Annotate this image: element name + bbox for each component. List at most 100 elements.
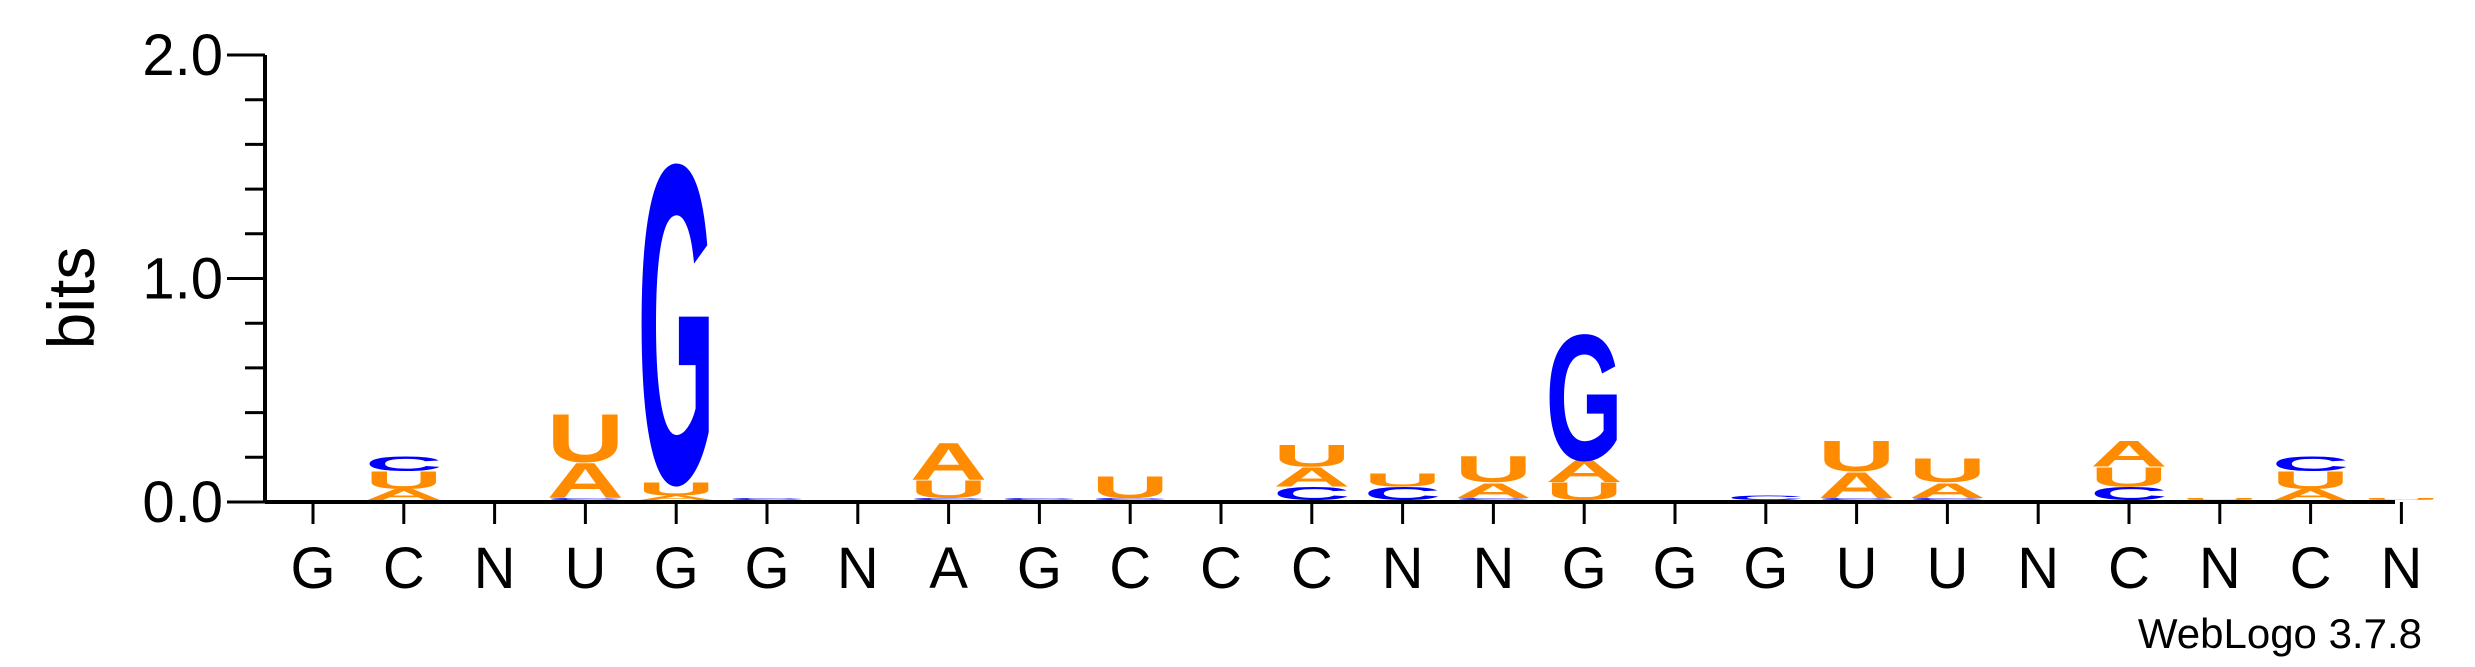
svg-text:A: A xyxy=(365,486,442,503)
logo-letter-c: C xyxy=(547,497,624,500)
svg-text:A: A xyxy=(547,453,624,509)
svg-text:U: U xyxy=(1455,449,1532,491)
logo-letter-c: C xyxy=(365,452,442,476)
logo-letter-a: A xyxy=(1273,461,1350,492)
logo-letter-a: A xyxy=(365,486,442,503)
svg-text:A: A xyxy=(1909,478,1986,502)
svg-text:U: U xyxy=(2090,461,2167,492)
logo-letter-u: U xyxy=(638,479,715,500)
svg-text:U: U xyxy=(1273,438,1350,473)
logo-letter-g: G xyxy=(1546,296,1623,498)
logo-letter-a: A xyxy=(910,433,987,492)
svg-text:C: C xyxy=(365,452,442,476)
logo-letter-c: C xyxy=(2090,484,2167,505)
logo-letter-c: C xyxy=(1001,497,1078,500)
x-tick-label: N xyxy=(2017,536,2059,601)
logo-letter-c: C xyxy=(1909,497,1986,500)
x-tick-label: N xyxy=(837,536,879,601)
svg-text:U: U xyxy=(910,476,987,503)
logo-letter-u: U xyxy=(1364,470,1441,491)
logo-letter-a: A xyxy=(638,494,715,501)
svg-text:U: U xyxy=(2181,497,2258,500)
y-axis-label: bits xyxy=(34,247,108,350)
svg-text:A: A xyxy=(1455,478,1532,502)
x-tick-label: G xyxy=(654,536,699,601)
x-tick-label: G xyxy=(744,536,789,601)
x-tick-label: A xyxy=(929,536,968,601)
x-tick-label: C xyxy=(2108,536,2150,601)
x-tick-label: U xyxy=(1926,536,1968,601)
x-tick-label: N xyxy=(474,536,516,601)
svg-text:C: C xyxy=(1273,484,1350,505)
svg-text:U: U xyxy=(638,479,715,500)
svg-text:C: C xyxy=(728,497,805,500)
logo-letter-c: C xyxy=(728,497,805,500)
svg-text:A: A xyxy=(638,494,715,501)
svg-text:C: C xyxy=(1001,497,1078,500)
logo-letter-u: U xyxy=(2272,467,2349,494)
logo-letter-a: A xyxy=(1909,478,1986,502)
logo-letter-c: C xyxy=(1273,484,1350,505)
logo-letter-u: U xyxy=(2090,461,2167,492)
logo-letter-a: A xyxy=(1455,478,1532,502)
y-axis: 0.0 1.0 2.0 xyxy=(142,23,267,535)
svg-text:U: U xyxy=(1364,470,1441,491)
svg-text:C: C xyxy=(1092,497,1169,500)
y-tick-label: 0.0 xyxy=(142,470,223,535)
x-tick-label: G xyxy=(1743,536,1788,601)
svg-text:U: U xyxy=(2272,467,2349,494)
x-tick-label: C xyxy=(383,536,425,601)
x-tick-label: N xyxy=(2199,536,2241,601)
svg-text:U: U xyxy=(1909,451,1986,489)
logo-letter-a: A xyxy=(2090,433,2167,475)
x-tick-label: N xyxy=(1382,536,1424,601)
logo-letter-u: U xyxy=(547,401,624,477)
logo-letter-c: C xyxy=(910,497,987,500)
svg-text:U: U xyxy=(2363,497,2440,500)
logo-letter-u: U xyxy=(1546,478,1623,505)
x-tick-label: N xyxy=(1472,536,1514,601)
svg-text:U: U xyxy=(547,401,624,477)
svg-text:A: A xyxy=(2272,486,2349,503)
x-tick-label: G xyxy=(1652,536,1697,601)
logo-letter-c: C xyxy=(1092,497,1169,500)
logo-letter-a: A xyxy=(1546,454,1623,489)
svg-text:C: C xyxy=(2090,484,2167,505)
svg-text:G: G xyxy=(1546,296,1623,498)
logo-letter-u: U xyxy=(1818,432,1895,480)
x-tick-label: C xyxy=(1200,536,1242,601)
logo-letter-u: U xyxy=(1273,438,1350,473)
logo-letter-c: C xyxy=(1364,484,1441,505)
x-tick-label: C xyxy=(1109,536,1151,601)
svg-text:A: A xyxy=(910,433,987,492)
y-tick-label: 1.0 xyxy=(142,247,223,312)
svg-text:C: C xyxy=(1818,497,1895,500)
logo-letter-c: C xyxy=(1727,494,1804,501)
logo-letter-a: A xyxy=(1818,465,1895,507)
logo-letter-u: U xyxy=(1909,451,1986,489)
svg-text:C: C xyxy=(1455,497,1532,500)
svg-text:C: C xyxy=(910,497,987,500)
svg-text:U: U xyxy=(1818,432,1895,480)
x-tick-label: U xyxy=(1836,536,1878,601)
x-tick-label: G xyxy=(290,536,335,601)
logo-letter-c: C xyxy=(1455,497,1532,500)
y-tick-label: 2.0 xyxy=(142,23,223,88)
svg-text:A: A xyxy=(1818,465,1895,507)
x-tick-label: N xyxy=(2380,536,2422,601)
svg-text:C: C xyxy=(1364,484,1441,505)
logo-letter-u: U xyxy=(1455,449,1532,491)
logo-letter-a: A xyxy=(2272,486,2349,503)
logo-letter-u: U xyxy=(1092,469,1169,504)
svg-text:A: A xyxy=(2090,433,2167,475)
x-tick-label: C xyxy=(1291,536,1333,601)
logo-letter-c: C xyxy=(1818,497,1895,500)
x-tick-label: C xyxy=(2290,536,2332,601)
x-tick-label: G xyxy=(1017,536,1062,601)
logo-letter-g: G xyxy=(638,69,715,579)
x-tick-label: G xyxy=(1562,536,1607,601)
logo-letter-u: U xyxy=(365,467,442,494)
